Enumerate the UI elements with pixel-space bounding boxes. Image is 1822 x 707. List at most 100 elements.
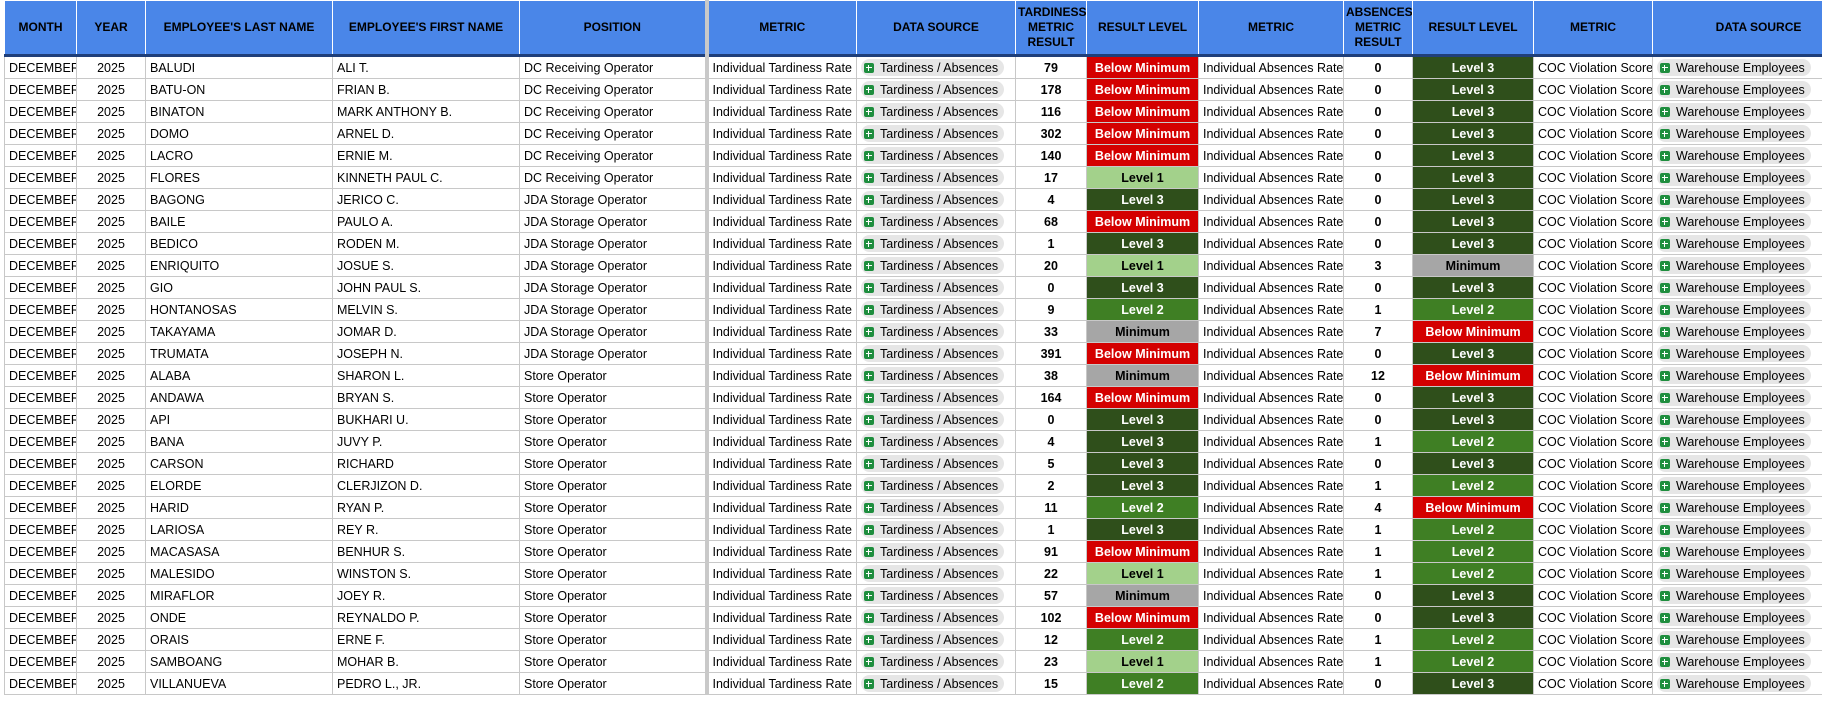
data-source-cell: Warehouse Employees: [1652, 232, 1822, 255]
table-row: DECEMBER 2025 BAILE PAULO A. JDA Storage Ope…: [4, 210, 1822, 233]
sheet-icon: [864, 62, 874, 73]
sheet-icon: [864, 106, 874, 117]
cell: DC Receiving Operator: [519, 122, 707, 145]
cell: Individual Absences Rate: [1198, 144, 1344, 167]
cell: Individual Absences Rate: [1198, 100, 1344, 123]
data-source-cell: Warehouse Employees: [1652, 430, 1822, 453]
data-source-chip: Tardiness / Absences: [861, 675, 1005, 692]
cell: RODEN M.: [332, 232, 520, 255]
cell: Individual Absences Rate: [1198, 320, 1344, 343]
cell: 164: [1015, 386, 1087, 409]
cell: Store Operator: [519, 408, 707, 431]
data-source-text: Warehouse Employees: [1676, 434, 1805, 449]
cell: 1: [1015, 232, 1087, 255]
cell: 2025: [76, 210, 146, 233]
cell: REYNALDO P.: [332, 606, 520, 629]
result-level-cell: Level 3: [1086, 408, 1199, 431]
cell: 4: [1343, 496, 1413, 519]
cell: COC Violation Score: [1533, 122, 1653, 145]
cell: 2025: [76, 474, 146, 497]
cell: 5: [1015, 452, 1087, 475]
cell: 1: [1343, 562, 1413, 585]
sheet-icon: [864, 84, 874, 95]
cell: 3: [1343, 254, 1413, 277]
data-source-chip: Warehouse Employees: [1657, 631, 1811, 648]
data-source-cell: Tardiness / Absences: [856, 320, 1016, 343]
data-source-cell: Warehouse Employees: [1652, 122, 1822, 145]
cell: Individual Absences Rate: [1198, 210, 1344, 233]
data-source-chip: Tardiness / Absences: [861, 169, 1005, 186]
column-header: METRIC: [1533, 0, 1653, 57]
cell: Individual Tardiness Rate: [704, 386, 857, 409]
data-source-cell: Warehouse Employees: [1652, 408, 1822, 431]
sheet-icon: [864, 414, 874, 425]
cell: MOHAR B.: [332, 650, 520, 673]
data-source-chip: Warehouse Employees: [1657, 653, 1811, 670]
cell: Individual Absences Rate: [1198, 386, 1344, 409]
sheet-icon: [1660, 150, 1670, 161]
cell: JOMAR D.: [332, 320, 520, 343]
table-row: DECEMBER 2025 MIRAFLOR JOEY R. Store Operato…: [4, 584, 1822, 607]
cell: JDA Storage Operator: [519, 210, 707, 233]
data-source-text: Warehouse Employees: [1676, 368, 1805, 383]
sheet-icon: [1660, 590, 1670, 601]
cell: 2025: [76, 254, 146, 277]
data-source-text: Warehouse Employees: [1676, 588, 1805, 603]
table-row: DECEMBER 2025 ORAIS ERNE F. Store Operator In…: [4, 628, 1822, 651]
cell: Store Operator: [519, 584, 707, 607]
cell: 302: [1015, 122, 1087, 145]
cell: 2025: [76, 386, 146, 409]
cell: 2025: [76, 650, 146, 673]
data-source-text: Warehouse Employees: [1676, 500, 1805, 515]
sheet-icon: [1660, 392, 1670, 403]
data-source-cell: Tardiness / Absences: [856, 144, 1016, 167]
cell: RYAN P.: [332, 496, 520, 519]
sheet-icon: [1660, 656, 1670, 667]
table-row: DECEMBER 2025 LACRO ERNIE M. DC Receiving Op…: [4, 144, 1822, 167]
cell: API: [145, 408, 333, 431]
cell: Store Operator: [519, 430, 707, 453]
data-source-chip: Tardiness / Absences: [861, 389, 1005, 406]
cell: Individual Tardiness Rate: [704, 518, 857, 541]
cell: GIO: [145, 276, 333, 299]
data-source-text: Warehouse Employees: [1676, 236, 1805, 251]
cell: COC Violation Score: [1533, 606, 1653, 629]
cell: Store Operator: [519, 496, 707, 519]
column-header: RESULT LEVEL: [1412, 0, 1534, 57]
cell: Individual Absences Rate: [1198, 606, 1344, 629]
data-source-chip: Tardiness / Absences: [861, 323, 1005, 340]
cell: ALI T.: [332, 55, 520, 79]
data-source-text: Tardiness / Absences: [880, 368, 999, 383]
cell: 0: [1343, 144, 1413, 167]
cell: 1: [1343, 518, 1413, 541]
sheet-icon: [1660, 62, 1670, 73]
sheet-icon: [1660, 370, 1670, 381]
cell: TRUMATA: [145, 342, 333, 365]
data-source-text: Tardiness / Absences: [880, 456, 999, 471]
result-level-cell: Level 2: [1412, 298, 1534, 321]
cell: 2025: [76, 298, 146, 321]
sheet-icon: [1660, 172, 1670, 183]
sheet-icon: [1660, 194, 1670, 205]
data-source-chip: Warehouse Employees: [1657, 411, 1811, 428]
data-source-cell: Tardiness / Absences: [856, 628, 1016, 651]
table-row: DECEMBER 2025 ONDE REYNALDO P. Store Operato…: [4, 606, 1822, 629]
cell: DC Receiving Operator: [519, 78, 707, 101]
cell: DECEMBER: [4, 166, 77, 189]
cell: DC Receiving Operator: [519, 166, 707, 189]
cell: ERNE F.: [332, 628, 520, 651]
result-level-cell: Below Minimum: [1086, 210, 1199, 233]
cell: 4: [1015, 430, 1087, 453]
sheet-icon: [864, 282, 874, 293]
data-source-chip: Warehouse Employees: [1657, 433, 1811, 450]
cell: Store Operator: [519, 386, 707, 409]
cell: DECEMBER: [4, 628, 77, 651]
cell: 2025: [76, 276, 146, 299]
column-header: RESULT LEVEL: [1086, 0, 1199, 57]
data-source-cell: Warehouse Employees: [1652, 298, 1822, 321]
data-source-text: Tardiness / Absences: [880, 280, 999, 295]
cell: 2025: [76, 232, 146, 255]
data-source-text: Warehouse Employees: [1676, 258, 1805, 273]
result-level-cell: Level 2: [1412, 540, 1534, 563]
cell: 0: [1343, 584, 1413, 607]
